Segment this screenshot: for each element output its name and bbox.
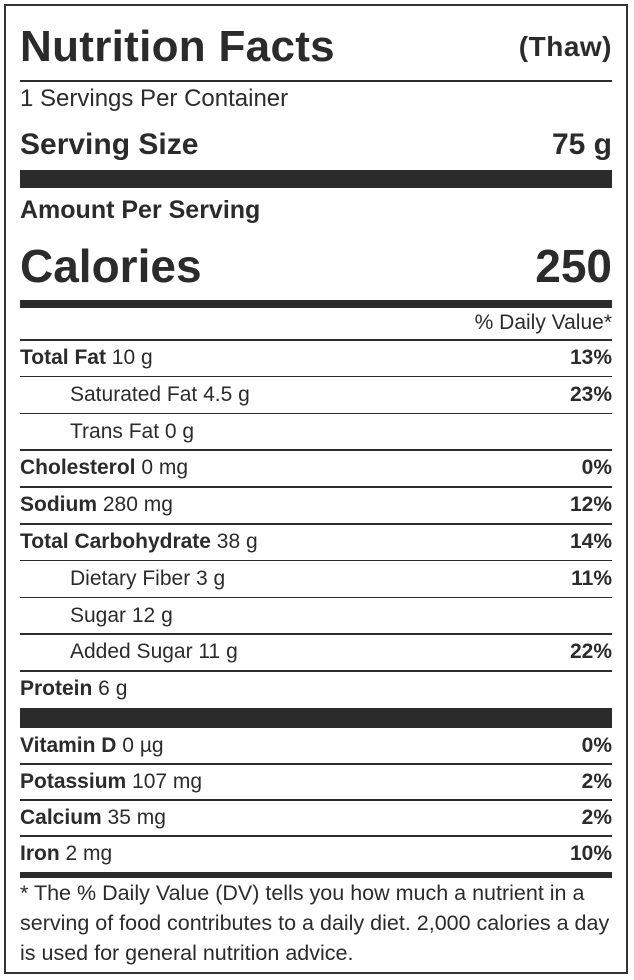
nutrient-row: Cholesterol 0 mg 0%: [20, 451, 612, 485]
row-divider: [20, 559, 612, 562]
label-title: Nutrition Facts: [20, 22, 335, 71]
nutrient-row: Sodium 280 mg 12%: [20, 488, 612, 522]
nutrient-name: Calcium 35 mg: [20, 806, 166, 830]
daily-value-header: % Daily Value*: [20, 308, 612, 338]
daily-value-header-text: % Daily Value*: [474, 311, 612, 334]
nutrient-row: Added Sugar 11 g 22%: [20, 635, 612, 669]
amount-per-serving-text: Amount Per Serving: [20, 195, 261, 224]
nutrient-name-bold: Potassium: [20, 770, 127, 793]
nutrient-name: Protein 6 g: [20, 677, 127, 701]
row-divider: [20, 799, 612, 801]
nutrient-amount: 35 mg: [101, 806, 166, 829]
nutrient-daily-value: 2%: [581, 770, 612, 793]
divider: [20, 80, 612, 82]
row-divider: [20, 670, 612, 672]
nutrient-name-bold: Protein: [20, 677, 93, 701]
calories-row: Calories 250: [20, 234, 612, 298]
label-content: Nutrition Facts (Thaw) 1 Servings Per Co…: [20, 6, 612, 972]
nutrient-name: Sodium 280 mg: [20, 493, 173, 517]
nutrition-label: Nutrition Facts (Thaw) 1 Servings Per Co…: [4, 4, 628, 974]
nutrient-amount: 2 mg: [59, 842, 113, 865]
nutrient-daily-value: 11%: [571, 566, 612, 590]
nutrient-row: Sugar 12 g: [20, 599, 612, 633]
nutrient-name-bold: Total Fat: [20, 346, 106, 369]
nutrient-daily-value: 2%: [581, 806, 612, 829]
nutrient-row: Iron 2 mg 10%: [20, 837, 612, 871]
nutrient-amount: Trans Fat 0 g: [70, 419, 195, 443]
nutrient-amount: 107 mg: [126, 770, 203, 793]
nutrient-amount: 280 mg: [97, 493, 173, 517]
thick-divider: [20, 708, 612, 728]
nutrient-name-bold: Sodium: [20, 493, 97, 517]
footnote: * The % Daily Value (DV) tells you how m…: [20, 881, 610, 965]
nutrient-daily-value: 0%: [581, 456, 612, 480]
serving-size-row: Serving Size 75 g: [20, 120, 612, 170]
nutrient-name: Sugar 12 g: [20, 604, 173, 628]
serving-size-value: 75 g: [551, 128, 612, 161]
nutrient-daily-value: 22%: [569, 640, 612, 664]
nutrient-name: Trans Fat 0 g: [20, 420, 194, 444]
label-subtitle: (Thaw): [518, 31, 612, 62]
nutrient-amount: 0 mg: [135, 456, 189, 480]
nutrient-name-bold: Vitamin D: [20, 734, 117, 757]
calories-value: 250: [535, 240, 612, 292]
nutrient-name: Total Fat 10 g: [20, 346, 153, 370]
servings-text: 1 Servings Per Container: [20, 85, 289, 112]
nutrient-daily-value: 23%: [569, 382, 612, 406]
row-divider: [20, 835, 612, 837]
amount-per-serving: Amount Per Serving: [20, 192, 612, 228]
medium-divider: [20, 300, 612, 308]
thick-divider: [20, 170, 612, 188]
calories-label: Calories: [20, 240, 202, 292]
nutrient-row: Trans Fat 0 g: [20, 415, 612, 449]
nutrient-row: Dietary Fiber 3 g 11%: [20, 562, 612, 596]
row-divider: [20, 596, 612, 599]
title-row: Nutrition Facts (Thaw): [20, 14, 612, 80]
nutrient-amount: 38 g: [210, 530, 258, 553]
row-divider: [20, 339, 612, 341]
nutrient-row: Total Carbohydrate 38 g 14%: [20, 525, 612, 559]
nutrient-amount: 6 g: [92, 677, 128, 701]
nutrient-amount: Saturated Fat 4.5 g: [70, 382, 250, 406]
nutrient-name: Saturated Fat 4.5 g: [20, 383, 250, 407]
row-divider: [20, 633, 612, 635]
nutrient-name: Added Sugar 11 g: [20, 640, 238, 664]
nutrient-name: Potassium 107 mg: [20, 770, 202, 794]
nutrient-name-bold: Total Carbohydrate: [20, 530, 211, 553]
nutrient-amount: 10 g: [105, 346, 153, 369]
medium-divider: [20, 872, 612, 878]
nutrient-daily-value: 0%: [581, 734, 612, 757]
nutrient-row: Protein 6 g: [20, 672, 612, 706]
row-divider: [20, 412, 612, 415]
nutrient-name: Cholesterol 0 mg: [20, 456, 188, 480]
row-divider: [20, 486, 612, 488]
nutrient-amount: 0 µg: [116, 734, 164, 757]
row-divider: [20, 523, 612, 525]
row-divider: [20, 449, 612, 451]
nutrient-daily-value: 12%: [569, 493, 612, 517]
nutrient-name: Vitamin D 0 µg: [20, 734, 164, 758]
nutrient-row: Calcium 35 mg 2%: [20, 801, 612, 835]
nutrient-amount: Sugar 12 g: [70, 603, 173, 627]
nutrient-name-bold: Cholesterol: [20, 456, 136, 480]
serving-size-label: Serving Size: [20, 128, 199, 161]
row-divider: [20, 763, 612, 765]
row-divider: [20, 375, 612, 378]
nutrient-name: Dietary Fiber 3 g: [20, 567, 225, 591]
nutrient-name: Total Carbohydrate 38 g: [20, 530, 258, 554]
nutrient-amount: Added Sugar 11 g: [70, 640, 238, 664]
nutrient-row: Vitamin D 0 µg 0%: [20, 729, 612, 763]
nutrient-amount: Dietary Fiber 3 g: [70, 566, 226, 590]
nutrient-daily-value: 14%: [569, 530, 612, 553]
nutrient-row: Total Fat 10 g 13%: [20, 341, 612, 375]
nutrient-name: Iron 2 mg: [20, 842, 112, 866]
servings-per-container: 1 Servings Per Container: [20, 82, 612, 116]
nutrient-row: Potassium 107 mg 2%: [20, 765, 612, 799]
nutrient-daily-value: 10%: [569, 842, 612, 865]
nutrient-name-bold: Iron: [20, 842, 60, 865]
nutrient-daily-value: 13%: [569, 346, 612, 369]
nutrient-name-bold: Calcium: [20, 806, 102, 829]
nutrient-row: Saturated Fat 4.5 g 23%: [20, 378, 612, 412]
